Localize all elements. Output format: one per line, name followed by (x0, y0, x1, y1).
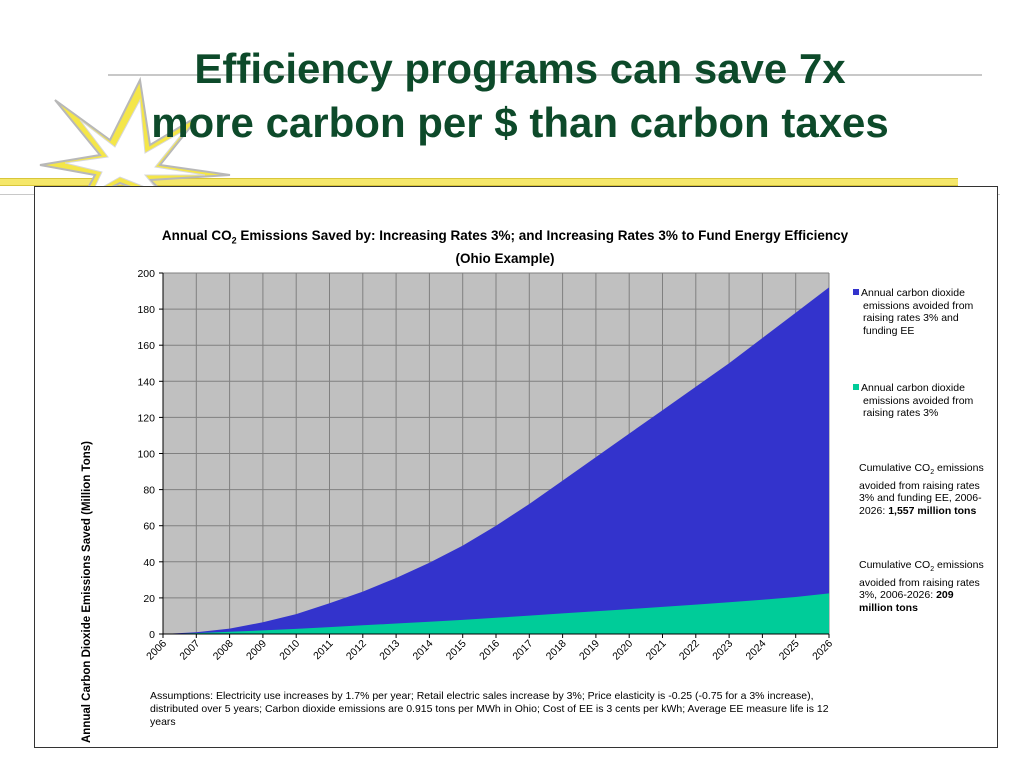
y-tick-label: 160 (137, 340, 155, 352)
annotation-rates-value: 209 million tons (859, 589, 954, 614)
y-tick-label: 100 (137, 449, 155, 461)
chart-title-part-2: Emissions Saved by: Increasing Rates 3%;… (236, 228, 849, 266)
y-tick-label: 60 (143, 521, 155, 533)
annotation-ee-subscript: 2 (930, 469, 935, 477)
legend-label-ee: Annual carbon dioxide emissions avoided … (861, 287, 974, 337)
legend-label-rates: Annual carbon dioxide emissions avoided … (861, 382, 974, 419)
x-tick-label: 2008 (211, 638, 236, 663)
annotation-cumulative-ee: Cumulative CO2 emissions avoided from ra… (859, 462, 985, 517)
x-tick-label: 2011 (311, 638, 336, 663)
annotation-ee-part-1: Cumulative CO (859, 462, 931, 474)
slide-title: Efficiency programs can save 7x more car… (90, 42, 950, 150)
x-tick-label: 2018 (544, 638, 569, 663)
x-tick-label: 2009 (244, 638, 269, 663)
x-tick-label: 2016 (477, 638, 502, 663)
area-series-ee-and-rates (163, 287, 829, 634)
x-tick-label: 2022 (677, 638, 702, 663)
x-tick-label: 2017 (510, 638, 535, 663)
y-tick-label: 40 (143, 557, 155, 569)
legend-swatch-rates (853, 384, 859, 390)
y-tick-label: 200 (137, 268, 155, 280)
gold-band (0, 178, 958, 186)
y-tick-label: 0 (149, 629, 155, 641)
annotation-ee-value: 1,557 million tons (888, 504, 977, 517)
y-tick-label: 140 (137, 376, 155, 388)
x-tick-label: 2021 (644, 638, 669, 663)
y-tick-label: 120 (137, 412, 155, 424)
x-tick-label: 2024 (744, 638, 769, 663)
annotation-rates-part-2: emissions avoided from raising rates 3%,… (859, 559, 984, 602)
annotation-cumulative-rates: Cumulative CO2 emissions avoided from ra… (859, 559, 985, 614)
y-tick-label: 20 (143, 593, 155, 605)
chart-title: Annual CO2 Emissions Saved by: Increasin… (145, 227, 865, 267)
annotation-ee-part-2: emissions avoided from raising rates 3% … (859, 462, 984, 517)
x-tick-label: 2012 (344, 638, 369, 663)
area-series-rates-only (163, 593, 829, 634)
x-tick-label: 2026 (810, 638, 835, 663)
annotation-rates-subscript: 2 (930, 566, 935, 574)
y-tick-label: 80 (143, 485, 155, 497)
x-tick-label: 2007 (177, 638, 202, 663)
x-tick-label: 2020 (610, 638, 635, 663)
x-tick-label: 2015 (444, 638, 469, 663)
assumptions-note: Assumptions: Electricity use increases b… (150, 690, 829, 728)
plot-area-svg: 0 20 40 60 80 100 120 140 160 180 200 2006 2007 2008 2… (137, 268, 835, 663)
starburst-logo-icon (39, 76, 231, 205)
x-tick-label: 2006 (144, 638, 169, 663)
annotation-rates-part-1: Cumulative CO (859, 559, 931, 571)
chart-title-part-1: Annual CO (161, 228, 232, 243)
top-divider-line (108, 74, 982, 76)
y-tick-label: 180 (137, 304, 155, 316)
legend-item-rates: Annual carbon dioxide emissions avoided … (853, 382, 993, 420)
x-tick-label: 2013 (377, 638, 402, 663)
x-tick-label: 2023 (710, 638, 735, 663)
legend-swatch-ee (853, 289, 859, 295)
x-tick-label: 2019 (577, 638, 602, 663)
x-tick-label: 2014 (411, 638, 436, 663)
chart-frame: Annual CO2 Emissions Saved by: Increasin… (34, 186, 998, 748)
chart-title-subscript: 2 (231, 235, 237, 246)
legend-item-ee: Annual carbon dioxide emissions avoided … (853, 287, 993, 337)
slide-title-line-2: more carbon per $ than carbon taxes (151, 99, 889, 146)
slide-title-line-1: Efficiency programs can save 7x (194, 45, 846, 92)
x-tick-label: 2025 (777, 638, 802, 663)
x-tick-label: 2010 (277, 638, 302, 663)
